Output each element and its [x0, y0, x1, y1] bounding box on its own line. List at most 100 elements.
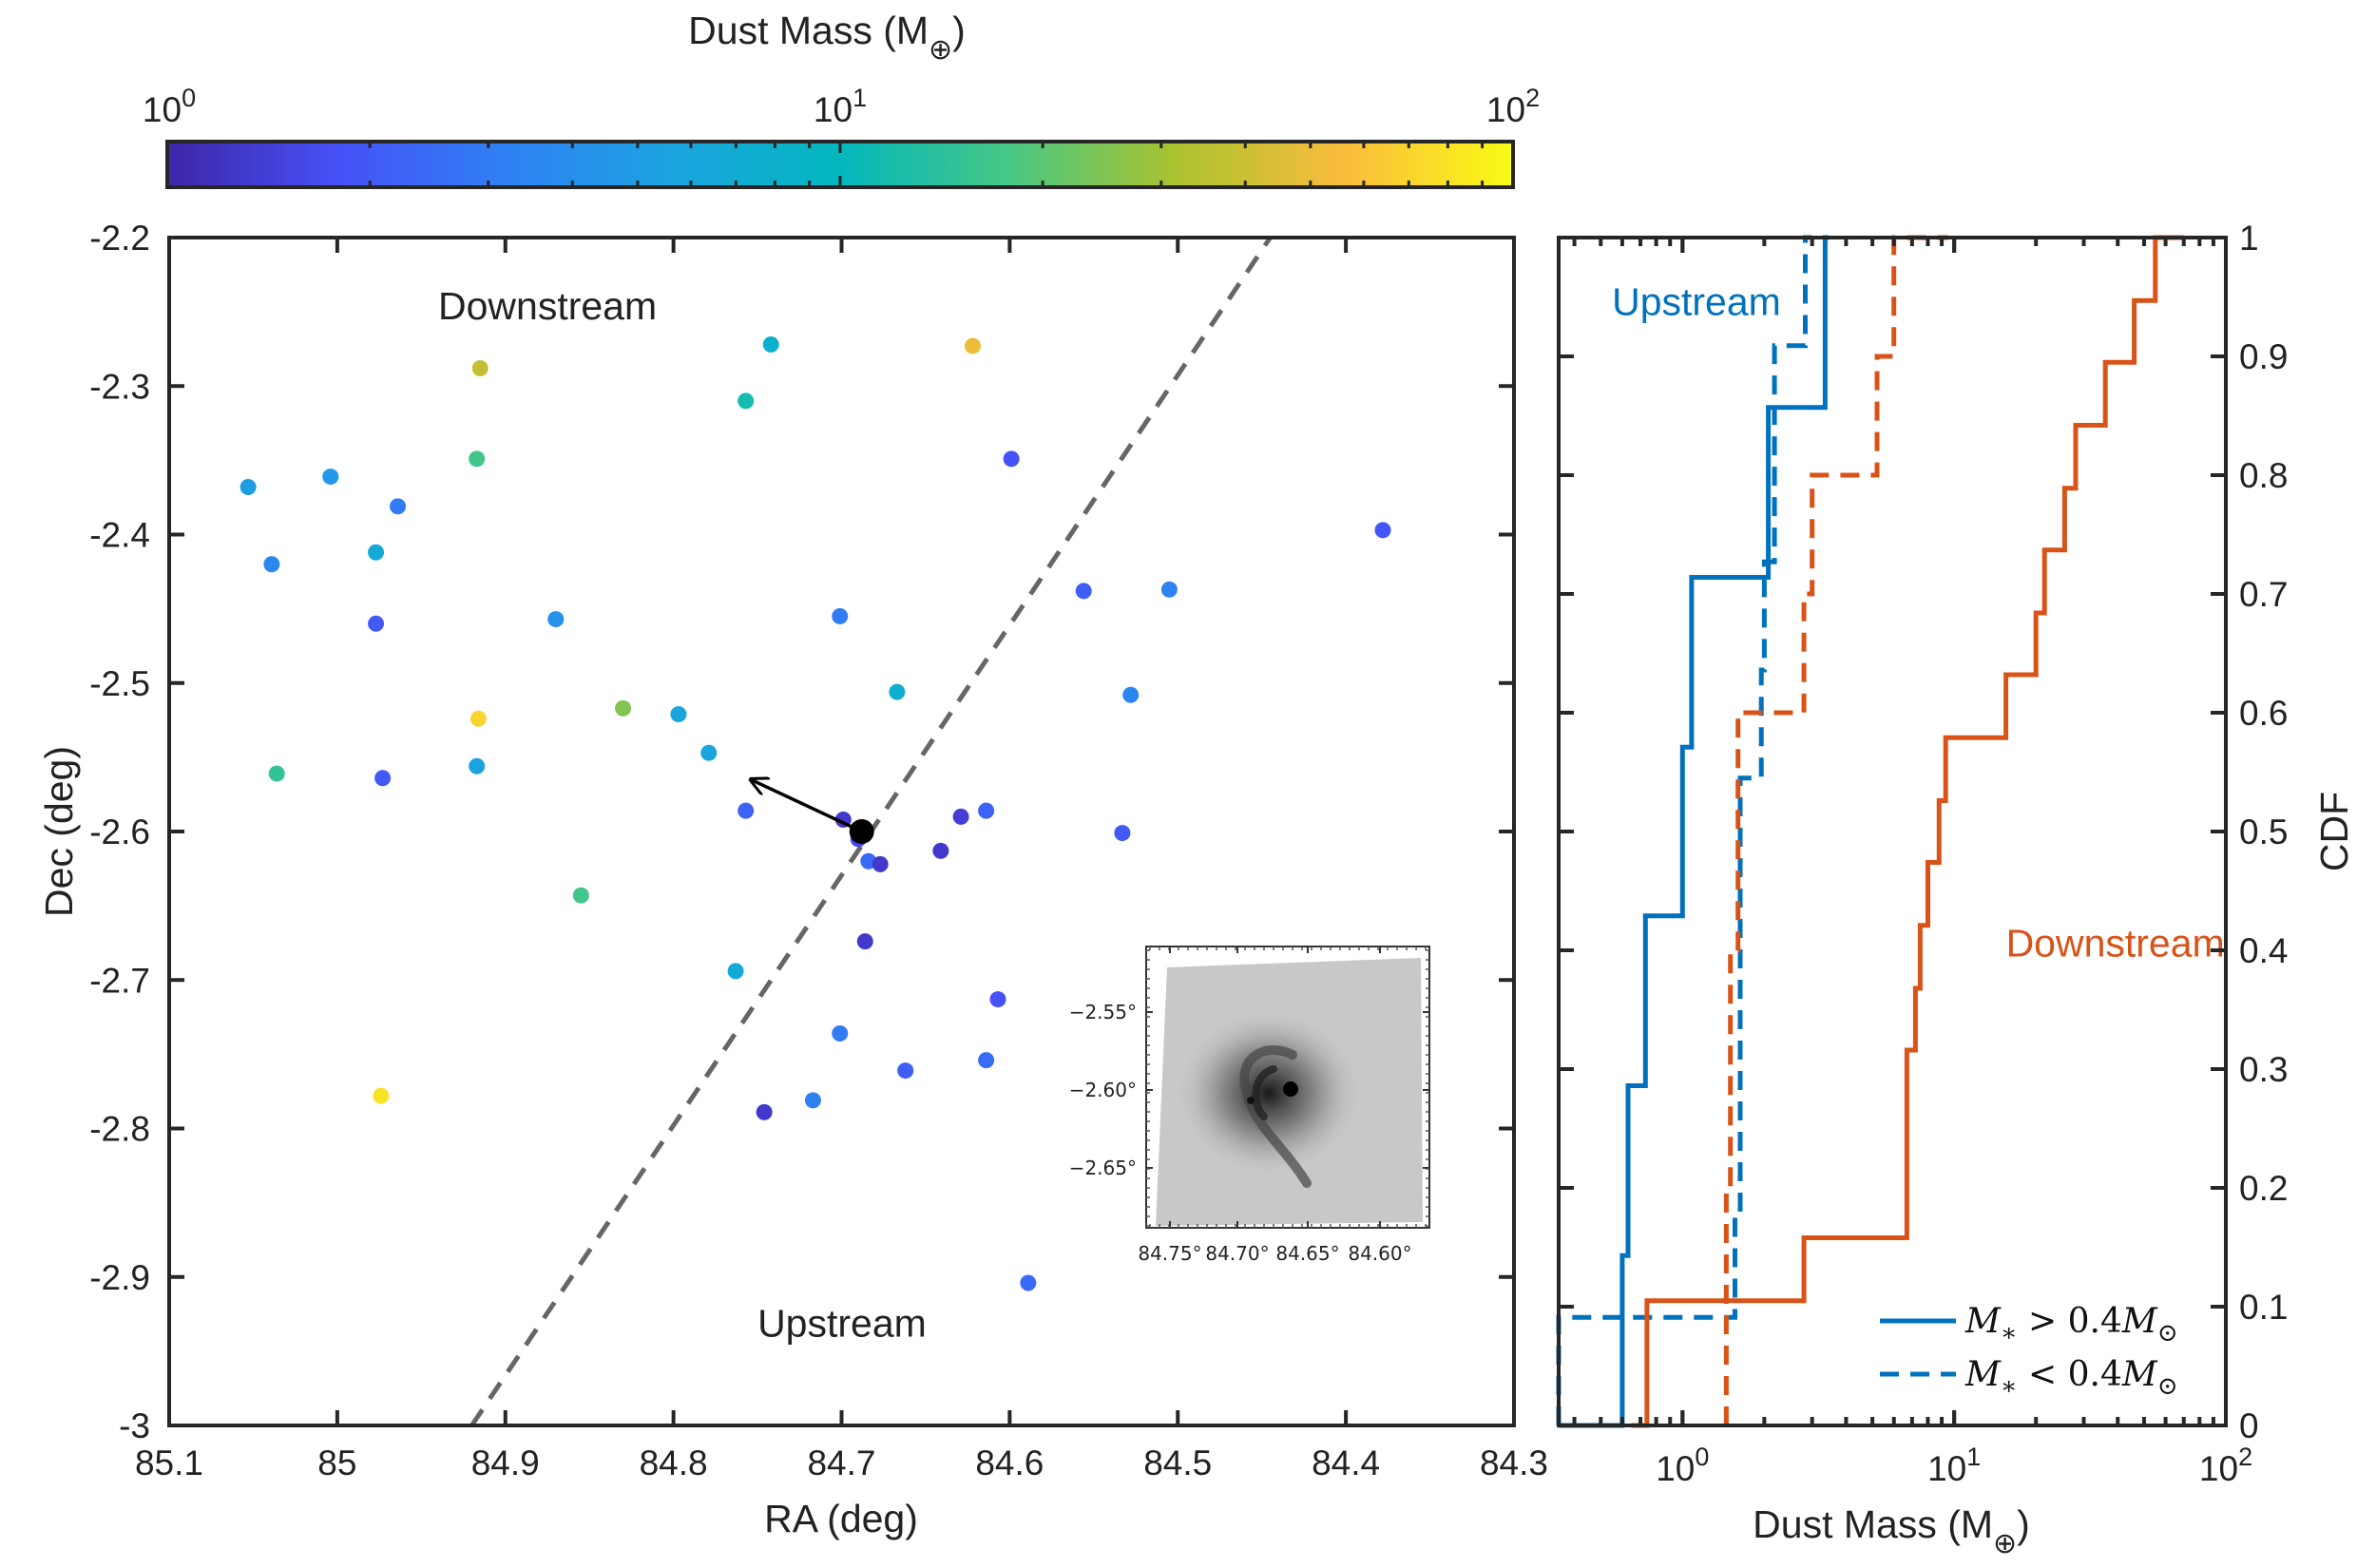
cdf-y-tick-label: 0.3 [2239, 1050, 2288, 1089]
cdf-y-tick-label: 0.5 [2239, 813, 2288, 851]
cdf-x-tick-label: 102 [2199, 1443, 2252, 1488]
cdf-y-tick-label: 0.4 [2239, 931, 2288, 970]
scatter-x-tick-label: 84.7 [807, 1444, 875, 1482]
cdf-series-line [1559, 235, 1830, 1428]
inset-y-tick-label: −2.65° [1069, 1157, 1137, 1179]
scatter-point [989, 991, 1006, 1008]
cdf-y-tick-label: 0.8 [2239, 456, 2288, 495]
cdf-x-tick-label: 100 [1656, 1443, 1709, 1488]
scatter-point [1122, 686, 1140, 703]
colorbar-tick-label: 101 [814, 84, 867, 129]
scatter-point [756, 1103, 773, 1120]
scatter-point [469, 450, 486, 468]
scatter-point [889, 683, 906, 700]
scatter-point [1114, 825, 1131, 842]
inset-x-tick-label: 84.60° [1348, 1242, 1411, 1265]
inset-star-2 [1247, 1097, 1255, 1104]
scatter-y-tick-label: -2.9 [89, 1258, 150, 1297]
scatter-point [872, 855, 889, 872]
scatter-point [727, 963, 744, 980]
cdf-plot-area [1559, 238, 2226, 1425]
scatter-x-tick-label: 84.5 [1143, 1444, 1212, 1482]
scatter-point [572, 887, 589, 904]
inset-ticks [1146, 947, 1429, 1228]
scatter-point [471, 360, 489, 376]
colorbar-tick-label: 100 [143, 84, 196, 129]
scatter-point [368, 615, 385, 632]
cdf-series-line [1556, 235, 1812, 1425]
cdf-y-tick-label: 0.7 [2239, 575, 2288, 614]
cdf-ticks [1559, 236, 2228, 1427]
scatter-point [738, 392, 755, 410]
upstream-label: Upstream [757, 1301, 927, 1345]
cdf-x-tick-labels: 100 101 102 [1656, 1443, 2252, 1488]
scatter-x-tick-label: 84.8 [640, 1444, 708, 1482]
inset-x-tick-label: 84.75° [1138, 1242, 1201, 1265]
scatter-x-tick-label: 85.1 [135, 1444, 203, 1482]
scatter-y-tick-labels: -2.2 -2.3 -2.4 -2.5 -2.6 -2.7 -2.8 -2.9 -3 [89, 219, 150, 1445]
scatter-point [263, 556, 280, 573]
scatter-y-tick-label: -2.6 [89, 813, 150, 851]
inset-x-tick-label: 84.70° [1205, 1242, 1269, 1265]
inset-image: −2.55° −2.60° −2.65° 84.75° 84.70° 84.65° 84.6… [1069, 946, 1430, 1265]
cdf-x-tick-label: 101 [1927, 1443, 1981, 1488]
scatter-point [1160, 581, 1178, 598]
center-star-marker [849, 819, 874, 844]
scatter-point [856, 933, 873, 950]
scatter-x-tick-label: 85 [317, 1444, 356, 1482]
cdf-upstream-label: Upstream [1612, 279, 1781, 323]
scatter-point [700, 744, 718, 761]
scatter-point [738, 802, 755, 819]
inset-nebula [1178, 1012, 1359, 1174]
colorbar-tick-label: 102 [1486, 84, 1540, 129]
scatter-point [374, 770, 392, 787]
cdf-y-tick-label: 0 [2239, 1406, 2259, 1445]
scatter-point [469, 710, 487, 727]
scatter-x-tick-label: 84.6 [975, 1444, 1044, 1482]
scatter-point [268, 765, 285, 782]
inset-star [1283, 1081, 1298, 1097]
inset-nebula-arm [1239, 1045, 1312, 1188]
scatter-point [762, 336, 779, 353]
cdf-y-tick-label: 0.1 [2239, 1288, 2288, 1327]
colorbar: Dust Mass (M⊕) 100 101 102 [143, 9, 1540, 189]
legend-solid-label: M∗ > 0.4M⊙ [1964, 1302, 2178, 1348]
scatter-point [832, 1025, 849, 1042]
scatter-point [897, 1062, 914, 1080]
colorbar-ticks [165, 142, 1515, 187]
scatter-point [964, 337, 981, 354]
scatter-point [932, 842, 949, 859]
scatter-x-tick-label: 84.3 [1480, 1444, 1548, 1482]
cdf-legend: M∗ > 0.4M⊙ M∗ < 0.4M⊙ [1880, 1302, 2178, 1401]
scatter-point [804, 1092, 821, 1109]
scatter-point [978, 802, 995, 819]
scatter-x-tick-label: 84.9 [471, 1444, 540, 1482]
inset-tick-labels: −2.55° −2.60° −2.65° 84.75° 84.70° 84.65° 84.6… [1069, 1001, 1412, 1265]
cdf-panel: Upstream Downstream M∗ > 0.4M⊙ M∗ < 0.4M… [1556, 219, 2356, 1559]
cdf-downstream-label: Downstream [2006, 921, 2225, 965]
scatter-ticks [167, 236, 1516, 1427]
scatter-point [1003, 450, 1020, 468]
inset-nebula-arm-2 [1252, 1065, 1277, 1120]
colorbar-label: Dust Mass (M⊕) [688, 9, 966, 66]
scatter-point [1075, 583, 1092, 600]
scatter-x-axis-label: RA (deg) [764, 1497, 918, 1540]
cdf-y-tick-label: 0.6 [2239, 694, 2288, 733]
inset-x-tick-label: 84.65° [1275, 1242, 1339, 1265]
inset-y-tick-label: −2.60° [1069, 1079, 1137, 1101]
scatter-point [373, 1087, 390, 1104]
scatter-point [1374, 522, 1391, 539]
downstream-label: Downstream [438, 284, 657, 328]
scatter-y-axis-label: Dec (deg) [37, 746, 81, 917]
scatter-point [469, 757, 486, 774]
scatter-y-tick-label: -3 [119, 1406, 150, 1445]
scatter-y-tick-label: -2.5 [89, 664, 150, 703]
cdf-lines [1556, 235, 2184, 1428]
cdf-x-axis-label: Dust Mass (M⊕) [1753, 1502, 2030, 1559]
scatter-point [547, 611, 565, 628]
scatter-panel: Downstream Upstream −2.55° −2.60° −2.65° 84… [37, 219, 1548, 1540]
scatter-y-tick-label: -2.2 [89, 219, 150, 258]
scatter-x-tick-labels: 85.1 85 84.9 84.8 84.7 84.6 84.5 84.4 84.3 [135, 1444, 1548, 1482]
scatter-point [1020, 1274, 1037, 1291]
